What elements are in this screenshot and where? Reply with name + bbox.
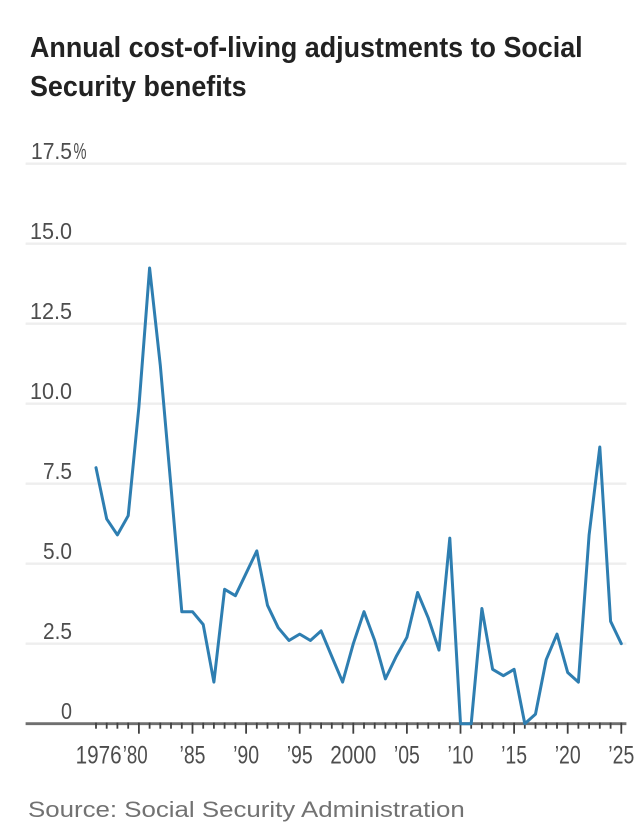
svg-text:5.0: 5.0 [43, 538, 72, 564]
svg-text:’95: ’95 [287, 742, 313, 770]
svg-text:17.5: 17.5 [31, 138, 72, 164]
svg-text:’25: ’25 [608, 742, 634, 770]
svg-text:0: 0 [61, 698, 72, 724]
svg-text:1976: 1976 [76, 742, 122, 770]
svg-text:15.0: 15.0 [30, 218, 72, 244]
svg-text:’90: ’90 [233, 742, 259, 770]
svg-text:7.5: 7.5 [43, 458, 72, 484]
svg-text:12.5: 12.5 [30, 298, 72, 324]
svg-text:2000: 2000 [330, 742, 376, 770]
svg-text:’20: ’20 [555, 742, 581, 770]
svg-text:’10: ’10 [448, 742, 474, 770]
svg-text:’85: ’85 [180, 742, 206, 770]
svg-text:’80: ’80 [123, 742, 148, 770]
svg-text:10.0: 10.0 [30, 378, 72, 404]
svg-text:2.5: 2.5 [43, 618, 72, 644]
svg-text:%: % [74, 138, 87, 164]
svg-text:’15: ’15 [501, 742, 527, 770]
svg-text:’05: ’05 [394, 742, 420, 770]
